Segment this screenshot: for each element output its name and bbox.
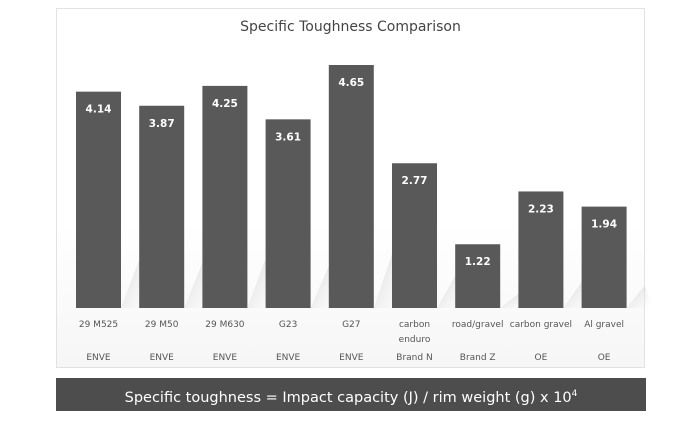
bar [328, 65, 374, 308]
data-label: 1.94 [591, 219, 617, 231]
formula-banner: Specific toughness = Impact capacity (J)… [56, 378, 646, 411]
brand-label: ENVE [339, 353, 364, 363]
category-label: road/gravel [452, 320, 504, 330]
bar [76, 91, 121, 308]
bar [392, 163, 437, 308]
category-label: enduro [399, 335, 431, 345]
formula-exponent: 4 [571, 389, 578, 399]
brand-label: ENVE [86, 353, 111, 363]
category-label: Al gravel [584, 320, 624, 330]
data-label: 3.87 [149, 118, 175, 130]
bar [518, 191, 564, 308]
data-label: 4.14 [86, 104, 112, 116]
data-label: 2.77 [402, 175, 428, 187]
category-label: carbon gravel [510, 320, 572, 330]
formula-text: Specific toughness = Impact capacity (J)… [124, 389, 572, 406]
bar [455, 244, 501, 308]
category-label: 29 M630 [205, 320, 245, 330]
category-label: 29 M50 [145, 320, 179, 330]
data-label: 1.22 [465, 256, 491, 268]
data-label: 2.23 [528, 203, 554, 215]
brand-label: OE [535, 353, 548, 363]
brand-label: Brand N [396, 353, 432, 363]
brand-label: ENVE [276, 353, 301, 363]
bar-shadow [626, 285, 653, 308]
data-label: 4.25 [212, 98, 238, 110]
bar [202, 85, 248, 308]
data-label: 4.65 [338, 77, 364, 89]
category-label: G27 [342, 320, 360, 330]
category-label: carbon [399, 320, 430, 330]
brand-label: ENVE [213, 353, 238, 363]
category-label: 29 M525 [79, 320, 118, 330]
bar [581, 206, 627, 308]
bar [139, 105, 185, 308]
chart-title: Specific Toughness Comparison [240, 19, 461, 35]
brand-label: Brand Z [460, 353, 496, 363]
category-label: G23 [279, 320, 297, 330]
data-label: 3.61 [275, 131, 301, 143]
bar [265, 119, 311, 308]
brand-label: OE [598, 353, 611, 363]
brand-label: ENVE [150, 353, 175, 363]
